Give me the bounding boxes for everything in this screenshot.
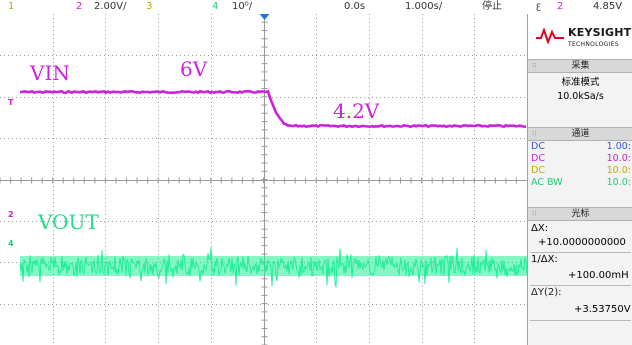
dy-label: ΔY(2): [531,287,632,298]
ch2-ground-marker[interactable]: 2 [8,210,14,219]
ch4-scale: 10⁰/ [232,1,253,12]
channel-coupling: DC [531,153,545,164]
dx-value: +10.0000000000 [538,237,626,248]
keysight-wave-icon [536,28,564,44]
trigger-edge-icon: ꜫ [536,1,542,12]
waveform-display[interactable]: VIN 6V 4.2V VOUT T 2 4 [0,14,527,345]
ch1-indicator[interactable]: 1 [8,1,15,12]
trigger-source: 2 [557,1,564,12]
ch4-ground-marker[interactable]: 4 [8,239,14,248]
dx-label: ΔX: [531,223,549,234]
logo-text: KEYSIGHT [568,26,632,39]
vin-low-label: 4.2V [333,99,380,123]
channel-coupling: DC [531,141,545,152]
ch3-indicator[interactable]: 3 [146,1,153,12]
cursor-title: 光标 [571,209,590,219]
inv-dx-label: 1/ΔX: [531,254,558,265]
grip-icon: ⁝⁝ [532,62,537,70]
trigger-level-marker[interactable]: T [8,98,14,107]
vout-trace [19,247,527,288]
channel-coupling: AC BW [531,177,563,188]
inv-dx-value: +100.00mH [568,270,629,281]
run-state[interactable]: 停止 [482,1,502,12]
trigger-level: 4.85V [593,1,623,12]
ch2-indicator[interactable]: 2 [76,1,83,12]
channel-row[interactable]: DC 1.00: [528,141,632,153]
acquire-rate: 10.0kSa/s [557,91,604,102]
dy-label-text: ΔY(2): [531,287,562,298]
channel-scale: 1.00: [606,141,631,152]
side-panel: KEYSIGHT TECHNOLOGIES ⁝⁝ 采集 标准模式 10.0kSa… [527,14,632,345]
divider [530,252,631,253]
dy-value: +3.53750V [574,304,631,315]
logo-subtext: TECHNOLOGIES [568,41,619,48]
divider [530,285,631,286]
channel-row[interactable]: DC 10.0: [528,165,632,177]
channel-row[interactable]: DC 10.0: [528,153,632,165]
ch2-scale: 2.00V/ [94,1,127,12]
trigger-position-marker [259,14,270,20]
ch4-indicator[interactable]: 4 [212,1,219,12]
acquire-header[interactable]: ⁝⁝ 采集 [528,59,632,73]
status-bar: 1 2 2.00V/ 3 4 10⁰/ 0.0s 1.000s/ 停止 ꜫ 2 … [0,0,632,15]
channel-scale: 10.0: [606,153,631,164]
vin-high-label: 6V [180,57,208,81]
channel-row[interactable]: AC BW 10.0: [528,177,632,189]
vin-trace [19,89,527,129]
grip-icon: ⁝⁝ [532,130,537,138]
cursor-header[interactable]: ⁝⁝ 光标 [528,207,632,221]
grip-icon: ⁝⁝ [532,210,537,218]
time-offset: 0.0s [344,1,366,12]
divider [530,320,631,321]
vout-label: VOUT [38,210,99,234]
channel-scale: 10.0: [606,165,631,176]
channel-scale: 10.0: [606,177,631,188]
channel-coupling: DC [531,165,545,176]
vin-label: VIN [30,61,70,85]
channels-title: 通道 [571,129,590,139]
graticule [0,14,527,345]
acquire-mode: 标准模式 [561,77,600,88]
time-scale: 1.000s/ [405,1,443,12]
channels-header[interactable]: ⁝⁝ 通道 [528,127,632,141]
keysight-logo: KEYSIGHT TECHNOLOGIES [528,14,632,60]
acquire-title: 采集 [571,61,590,71]
